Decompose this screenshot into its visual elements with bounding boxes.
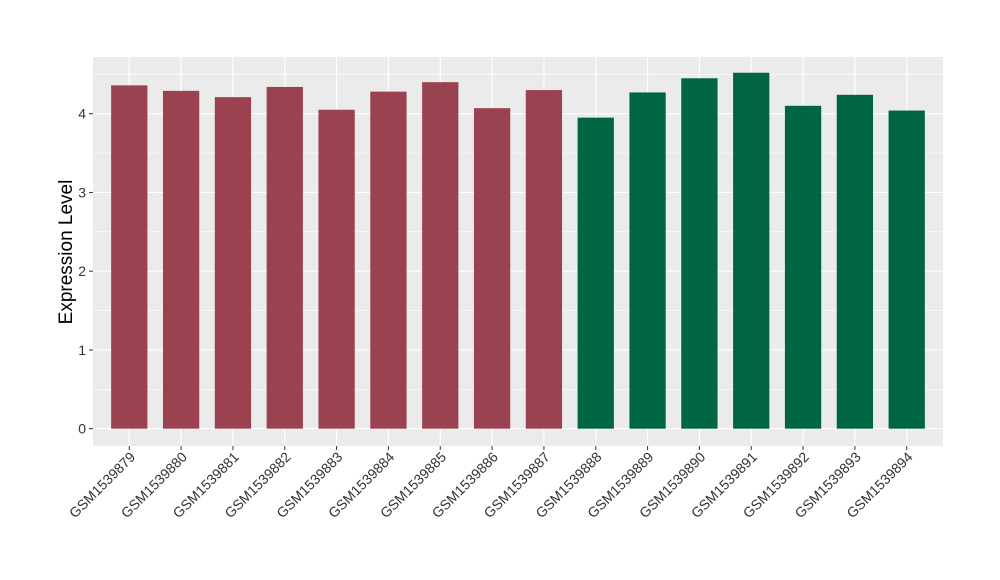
bar-GSM1539880 (162, 90, 200, 429)
bar-GSM1539892 (784, 105, 822, 429)
bar-GSM1539891 (733, 72, 770, 429)
y-tick-label: 4 (78, 106, 86, 122)
bar-GSM1539885 (422, 82, 459, 429)
bar-GSM1539889 (629, 92, 666, 429)
bars (111, 72, 925, 429)
y-tick-label: 2 (78, 263, 86, 279)
bar-GSM1539884 (370, 91, 407, 429)
bar-GSM1539887 (525, 90, 563, 429)
y-tick-label: 3 (78, 184, 86, 200)
bar-GSM1539883 (318, 109, 355, 429)
bar-GSM1539890 (681, 78, 718, 429)
bar-GSM1539879 (111, 85, 148, 429)
bar-GSM1539881 (214, 97, 252, 429)
bar-GSM1539886 (473, 108, 511, 429)
y-axis-title: Expression Level (56, 180, 77, 325)
bar-GSM1539894 (888, 110, 925, 429)
x-axis: GSM1539879GSM1539880GSM1539881GSM1539882… (66, 446, 916, 521)
y-tick-label: 0 (78, 421, 86, 437)
bar-GSM1539888 (577, 117, 614, 429)
y-tick-label: 1 (78, 342, 86, 358)
y-axis: 0 1 2 3 4 (78, 106, 93, 437)
bar-GSM1539893 (836, 94, 874, 429)
bar-GSM1539882 (266, 86, 303, 429)
